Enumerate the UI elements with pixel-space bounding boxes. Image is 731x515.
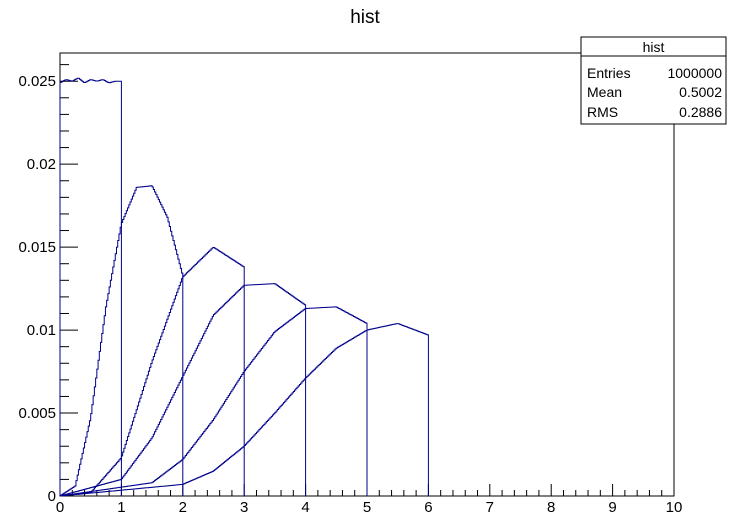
histogram-series-4 [59,283,307,497]
histogram-series [59,77,429,497]
stats-box: hist Entries 1000000 Mean 0.5002 RMS 0.2… [580,36,727,125]
y-tick-label: 0.01 [27,322,56,339]
x-tick-label: 10 [666,499,683,515]
stats-rms-value: 0.2886 [679,104,722,120]
stats-entries-value: 1000000 [667,65,722,81]
x-tick-label: 2 [179,499,187,515]
stats-mean-label: Mean [587,84,622,100]
y-tick-label: 0.025 [18,73,56,90]
y-tick-label: 0.02 [27,156,56,173]
chart-title: hist [350,7,380,28]
histogram-series-5 [59,306,368,497]
histogram-series-1 [59,77,122,496]
y-tick-label: 0.015 [18,239,56,256]
x-tick-label: 9 [608,499,616,515]
x-tick-label: 4 [301,499,309,515]
histogram-series-6 [59,323,429,497]
x-tick-labels: 0 1 2 3 4 5 6 7 8 9 10 [56,499,683,515]
histogram-series-3 [59,247,245,497]
stats-rms-label: RMS [587,104,618,120]
histogram-series-2 [59,185,184,497]
x-tick-label: 8 [547,499,555,515]
y-tick-label: 0 [48,488,56,505]
x-tick-label: 3 [240,499,248,515]
y-tick-labels: 0 0.005 0.01 0.015 0.02 0.025 [18,73,56,505]
x-tick-label: 7 [486,499,494,515]
stats-box-title: hist [643,39,665,55]
x-tick-label: 6 [424,499,432,515]
x-tick-label: 1 [117,499,125,515]
stats-entries-label: Entries [587,65,631,81]
stats-mean-value: 0.5002 [679,84,722,100]
y-tick-label: 0.005 [18,405,56,422]
stats-box-frame [580,36,727,125]
x-tick-label: 5 [363,499,371,515]
x-tick-label: 0 [56,499,64,515]
